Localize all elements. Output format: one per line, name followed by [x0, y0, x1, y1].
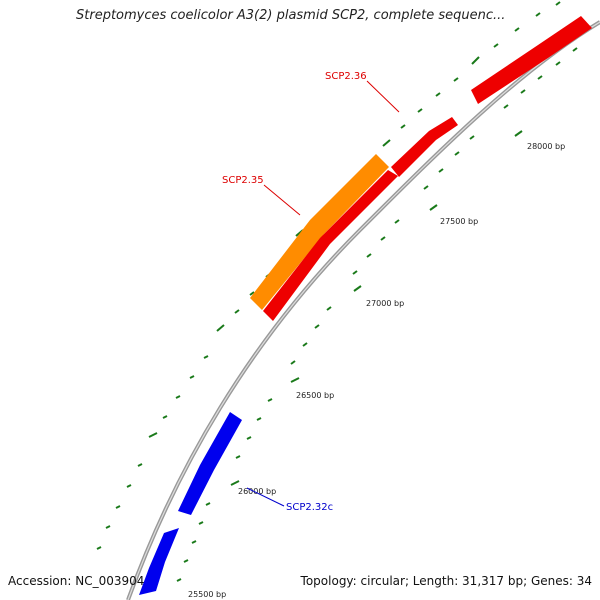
orange-features: [250, 154, 389, 310]
gene-label-scp2-32c[interactable]: SCP2.32c: [286, 502, 333, 513]
reverse-features: [139, 412, 242, 595]
gene-label-scp2-35[interactable]: SCP2.35: [222, 175, 264, 186]
forward-features: [263, 16, 592, 321]
leader-scp2-32c: [246, 487, 285, 507]
gene-arrow-red-1[interactable]: [263, 170, 398, 321]
tick-label-26000: 26000 bp: [238, 487, 276, 496]
tick-label-25500: 25500 bp: [188, 590, 226, 599]
gene-arrow-red-3[interactable]: [471, 16, 592, 104]
map-title: Streptomyces coelicolor A3(2) plasmid SC…: [76, 8, 506, 23]
tick-label-27000: 27000 bp: [366, 299, 404, 308]
gene-arrow-blue-2[interactable]: [178, 412, 242, 515]
gene-arrow-orange[interactable]: [250, 154, 389, 310]
leader-scp2-35: [263, 184, 301, 216]
gene-arrow-blue-1[interactable]: [139, 528, 179, 595]
tick-label-27500: 27500 bp: [440, 217, 478, 226]
leader-scp2-36: [366, 80, 400, 113]
backbone: [126, 20, 600, 600]
accession-text: Accession: NC_003904: [8, 574, 145, 588]
tick-label-28000: 28000 bp: [527, 142, 565, 151]
gene-label-scp2-36[interactable]: SCP2.36: [325, 71, 367, 82]
gene-arrow-red-2[interactable]: [391, 117, 458, 177]
topology-summary: Topology: circular; Length: 31,317 bp; G…: [300, 574, 592, 588]
tick-label-26500: 26500 bp: [296, 391, 334, 400]
inner-ticks: [176, 47, 578, 582]
